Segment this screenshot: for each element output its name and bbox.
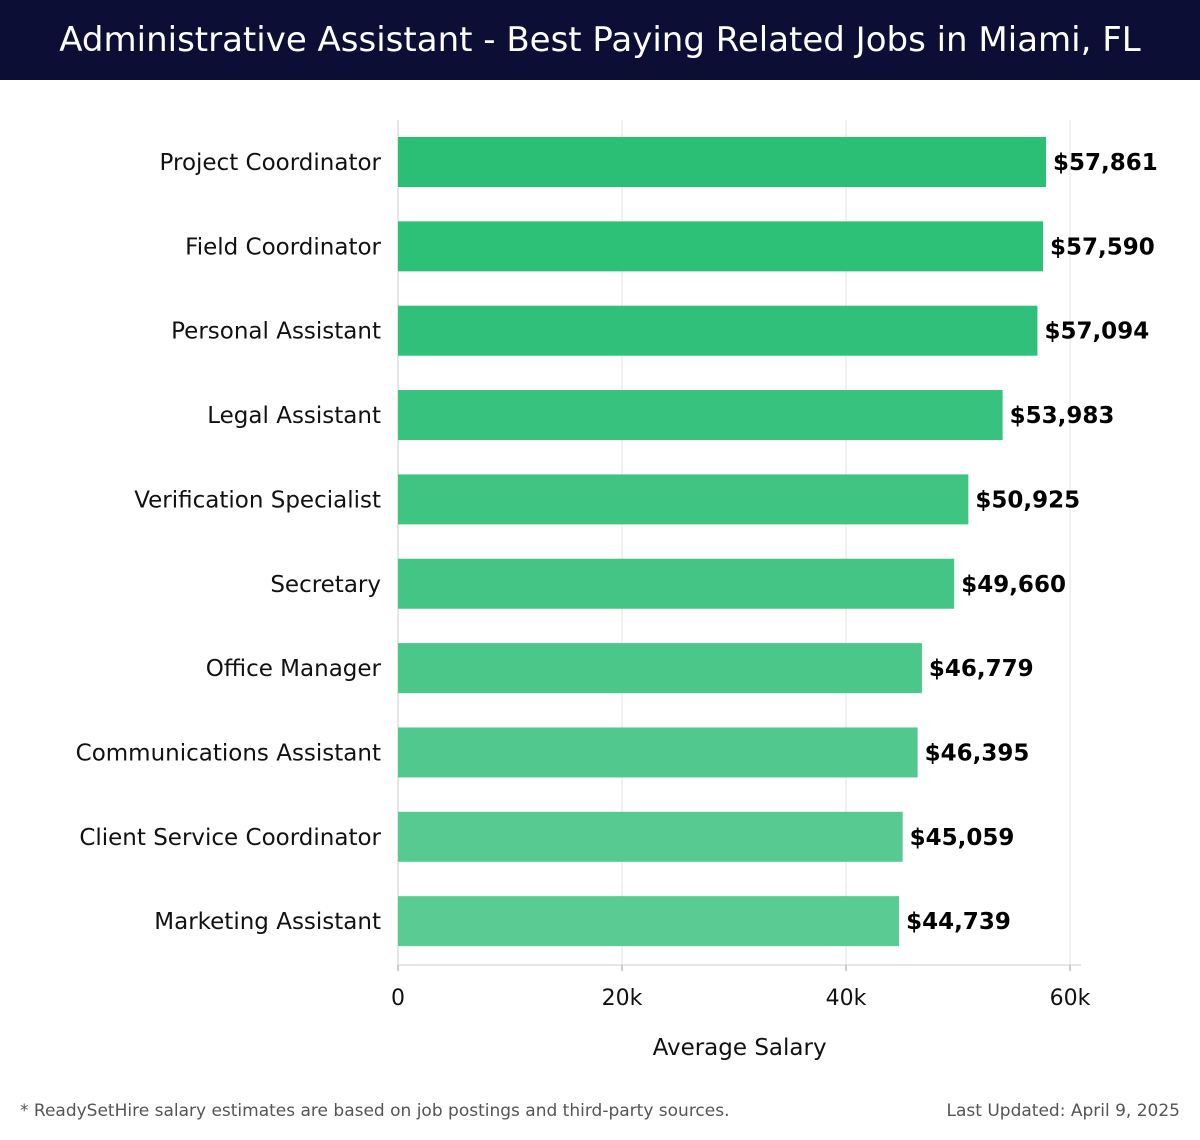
bar bbox=[398, 643, 922, 694]
x-tick-label: 20k bbox=[602, 986, 643, 1011]
category-label: Legal Assistant bbox=[207, 403, 381, 429]
value-label: $57,094 bbox=[1044, 319, 1149, 345]
category-label: Communications Assistant bbox=[76, 740, 381, 766]
bar bbox=[398, 811, 903, 862]
bar bbox=[398, 305, 1038, 356]
bar-chart: 0 20k 40k 60k Project Coordinator $57,861 Fiel… bbox=[76, 120, 1158, 1061]
footer-note: * ReadySetHire salary estimates are base… bbox=[20, 1101, 730, 1121]
bar bbox=[398, 221, 1044, 272]
value-label: $57,590 bbox=[1050, 234, 1155, 260]
value-label: $49,660 bbox=[961, 572, 1066, 598]
category-label: Secretary bbox=[270, 572, 381, 598]
bar bbox=[398, 727, 918, 778]
x-tick-label: 40k bbox=[826, 986, 867, 1011]
bar bbox=[398, 558, 955, 609]
bar bbox=[398, 390, 1003, 441]
category-label: Client Service Coordinator bbox=[79, 825, 381, 851]
value-label: $50,925 bbox=[975, 487, 1080, 513]
last-updated: Last Updated: April 9, 2025 bbox=[946, 1101, 1180, 1121]
category-label: Marketing Assistant bbox=[154, 909, 381, 935]
bar bbox=[398, 896, 900, 947]
value-label: $45,059 bbox=[910, 825, 1015, 851]
x-axis-title: Average Salary bbox=[653, 1035, 827, 1061]
value-label: $57,861 bbox=[1053, 150, 1158, 176]
bar bbox=[398, 137, 1047, 187]
category-label: Field Coordinator bbox=[185, 234, 381, 260]
x-tick-label: 60k bbox=[1050, 986, 1091, 1011]
value-label: $44,739 bbox=[906, 909, 1011, 935]
value-label: $46,779 bbox=[929, 656, 1034, 682]
category-label: Verification Specialist bbox=[134, 487, 381, 513]
value-label: $53,983 bbox=[1010, 403, 1115, 429]
title-bar: Administrative Assistant - Best Paying R… bbox=[0, 0, 1200, 80]
category-label: Project Coordinator bbox=[160, 150, 382, 176]
chart-title: Administrative Assistant - Best Paying R… bbox=[59, 20, 1141, 60]
bar bbox=[398, 474, 969, 525]
value-label: $46,395 bbox=[925, 740, 1030, 766]
category-label: Personal Assistant bbox=[171, 319, 381, 345]
x-tick-label: 0 bbox=[391, 986, 405, 1011]
category-label: Office Manager bbox=[206, 656, 382, 682]
